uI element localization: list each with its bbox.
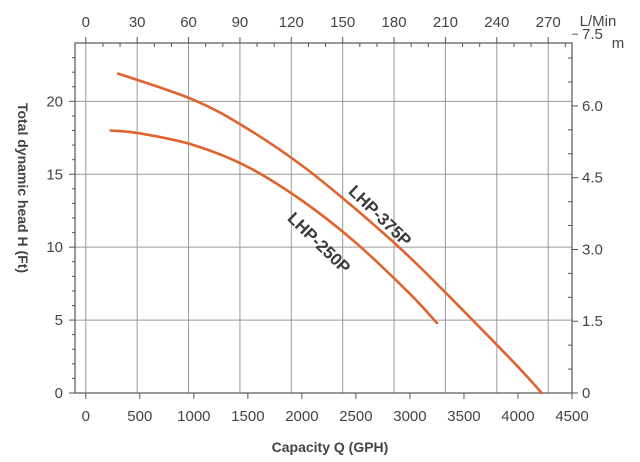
top-tick-label: 150 [330, 14, 355, 31]
y-axis-title: Total dynamic head H (Ft) [15, 103, 31, 273]
x-tick-label: 3000 [393, 408, 426, 425]
right-tick-label: 3.0 [582, 241, 603, 258]
x-tick-label: 2000 [285, 408, 318, 425]
x-tick-label: 4500 [555, 408, 588, 425]
right-axis-unit-label: m [612, 35, 625, 52]
y-tick-label: 20 [46, 93, 63, 110]
top-axis-unit-label: L/Min [580, 13, 617, 30]
top-tick-label: 180 [382, 14, 407, 31]
y-axis-tick-labels: 0 5 10 15 20 [46, 93, 63, 402]
top-tick-label: 90 [232, 14, 249, 31]
grid-lines [75, 43, 572, 393]
right-tick-label: 6.0 [582, 98, 603, 115]
x-tick-label: 4000 [501, 408, 534, 425]
right-axis-tick-labels: 0 1.5 3.0 4.5 6.0 7.5 [582, 26, 603, 402]
x-tick-label: 1500 [231, 408, 264, 425]
x-axis-title: Capacity Q (GPH) [272, 439, 389, 455]
top-tick-label: 60 [180, 14, 197, 31]
axis-ticks [69, 33, 578, 399]
top-axis-tick-labels: 0 30 60 90 120 150 180 210 240 270 [82, 14, 561, 31]
y-tick-label: 15 [46, 166, 63, 183]
right-tick-label: 4.5 [582, 170, 603, 187]
series-label-lhp-375p: LHP-375P [345, 182, 415, 251]
right-tick-label: 7.5 [582, 26, 603, 43]
top-tick-label: 120 [279, 14, 304, 31]
top-tick-label: 30 [129, 14, 146, 31]
y-tick-label: 0 [55, 385, 63, 402]
series-curve-lhp-375p [116, 72, 543, 395]
series-curve-lhp-250p [109, 129, 439, 325]
x-tick-label: 500 [127, 408, 152, 425]
x-tick-label: 3500 [447, 408, 480, 425]
y-tick-label: 10 [46, 239, 63, 256]
top-tick-label: 0 [82, 14, 90, 31]
right-tick-label: 0 [582, 385, 590, 402]
top-tick-label: 240 [484, 14, 509, 31]
x-tick-label: 0 [82, 408, 90, 425]
plot-frame [74, 42, 573, 394]
right-tick-label: 1.5 [582, 313, 603, 330]
top-tick-label: 210 [433, 14, 458, 31]
series-label-lhp-250p: LHP-250P [284, 209, 354, 278]
y-tick-label: 5 [55, 312, 63, 329]
x-tick-label: 2500 [339, 408, 372, 425]
top-tick-label: 270 [536, 14, 561, 31]
series-curves [109, 72, 543, 395]
x-tick-label: 1000 [177, 408, 210, 425]
x-axis-tick-labels: 0 500 1000 1500 2000 2500 3000 3500 4000 4500 [82, 408, 589, 425]
